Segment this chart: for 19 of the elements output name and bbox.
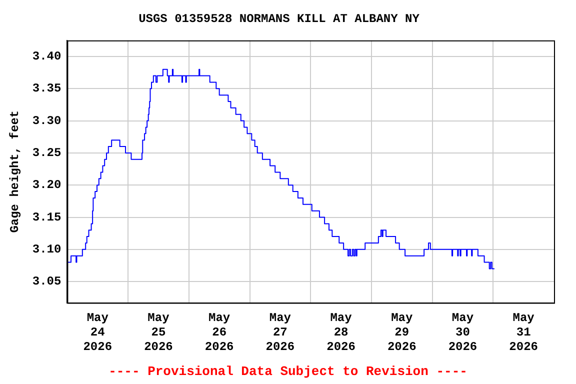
y-tick-label: 3.20	[32, 178, 62, 192]
x-tick-label: May 30 2026	[448, 311, 478, 354]
chart-title: USGS 01359528 NORMANS KILL AT ALBANY NY	[138, 12, 420, 26]
y-tick-label: 3.40	[32, 49, 62, 64]
y-axis-title: Gage height, feet	[8, 110, 22, 233]
y-tick-label: 3.15	[32, 210, 62, 224]
x-tick-label: May 26 2026	[204, 311, 234, 354]
x-tick-label: May 24 2026	[83, 311, 112, 354]
x-tick-label: May 27 2026	[266, 311, 295, 354]
y-tick-label: 3.25	[32, 146, 62, 160]
text: ---- Provisional Data Subject to Revision ----	[108, 364, 468, 379]
x-tick-label: May 29 2026	[387, 311, 416, 354]
x-tick-label: May 25 2026	[144, 311, 173, 354]
x-tick-label: May 31 2026	[509, 311, 538, 354]
y-tick-label: 3.10	[32, 242, 62, 256]
y-tick-label: 3.35	[32, 82, 62, 96]
y-tick-label: 3.05	[32, 274, 62, 289]
x-tick-label: May 28 2026	[326, 311, 356, 354]
y-tick-label: 3.30	[32, 114, 62, 128]
